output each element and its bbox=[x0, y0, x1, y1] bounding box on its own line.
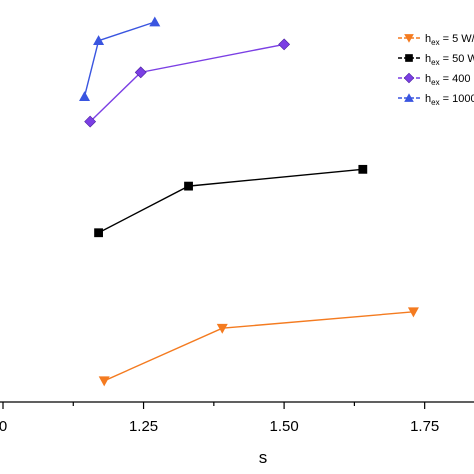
series-layer bbox=[79, 16, 419, 387]
legend-item: hex = 400 bbox=[398, 72, 470, 87]
data-point bbox=[358, 164, 368, 174]
series-line bbox=[98, 168, 363, 234]
legend: hex = 5 W/hex = 50 W hex = 400 hex = 1000 bbox=[398, 33, 474, 107]
x-tick-label: 1.75 bbox=[410, 418, 439, 435]
data-point bbox=[134, 66, 147, 79]
legend-label: hex = 400 bbox=[425, 73, 470, 87]
x-tick-label: 1.25 bbox=[129, 418, 158, 435]
data-point bbox=[94, 228, 103, 238]
legend-marker bbox=[405, 54, 413, 62]
legend-label: hex = 1000 bbox=[425, 93, 474, 107]
x-axis-label: s bbox=[259, 448, 268, 467]
legend-item: hex = 5 W/ bbox=[398, 33, 474, 47]
series-3 bbox=[84, 38, 291, 128]
data-point bbox=[407, 307, 419, 318]
series-line bbox=[103, 311, 414, 382]
legend-marker bbox=[403, 72, 415, 84]
x-tick-label: 1.50 bbox=[270, 418, 299, 435]
series-line bbox=[89, 43, 285, 123]
data-point bbox=[93, 35, 105, 46]
series-4 bbox=[79, 16, 161, 101]
x-ticks: 0 1.25 1.50 1.75 bbox=[0, 402, 439, 435]
legend-marker bbox=[404, 34, 414, 43]
legend-item: hex = 50 W bbox=[398, 53, 474, 67]
data-point bbox=[216, 323, 228, 334]
series-line bbox=[83, 21, 156, 97]
series-2 bbox=[94, 164, 368, 238]
legend-label: hex = 5 W/ bbox=[425, 33, 474, 47]
data-point bbox=[84, 115, 97, 128]
data-point bbox=[184, 181, 193, 191]
x-tick-label: 0 bbox=[0, 418, 7, 435]
legend-marker bbox=[404, 93, 414, 102]
legend-item: hex = 1000 bbox=[398, 93, 474, 107]
data-point bbox=[98, 376, 110, 387]
data-point bbox=[278, 38, 291, 51]
data-point bbox=[79, 91, 91, 101]
data-point bbox=[149, 16, 161, 27]
series-1 bbox=[98, 307, 419, 387]
legend-label: hex = 50 W bbox=[425, 53, 474, 67]
